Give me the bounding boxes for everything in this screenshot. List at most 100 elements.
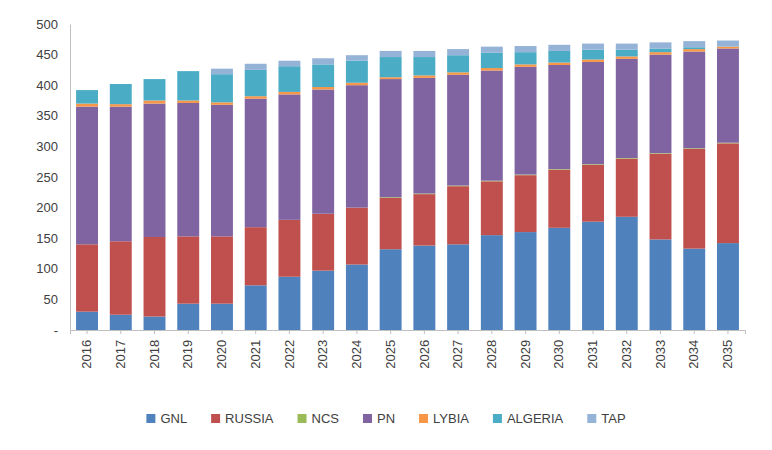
x-tick-label: 2016 xyxy=(79,340,94,369)
bar-segment xyxy=(548,170,570,228)
x-tick-mark xyxy=(626,330,627,334)
x-tick: 2019 xyxy=(180,330,195,369)
legend-swatch xyxy=(363,414,372,423)
bar-segment xyxy=(144,317,166,330)
legend-swatch xyxy=(419,414,428,423)
x-tick-label: 2017 xyxy=(113,340,128,369)
x-tick-mark xyxy=(525,330,526,334)
chart: -501001502002503003504004505002016201720… xyxy=(0,0,772,450)
x-tick: 2016 xyxy=(79,330,94,369)
bar-segment xyxy=(346,55,368,61)
bar-segment xyxy=(683,149,705,249)
bar-segment xyxy=(413,246,435,330)
bar-segment xyxy=(245,70,267,96)
x-tick-label: 2032 xyxy=(619,340,634,369)
bar-segment xyxy=(447,75,469,186)
bar-segment xyxy=(481,68,503,70)
bar-segment xyxy=(312,58,334,64)
bar-segment xyxy=(380,51,402,57)
y-tick: 250 xyxy=(36,170,70,185)
x-tick-mark xyxy=(154,330,155,334)
bar-segment xyxy=(211,102,233,104)
bar-segment xyxy=(144,104,166,237)
bar-segment xyxy=(616,44,638,50)
bar-segment xyxy=(278,94,300,219)
bar-segment xyxy=(278,220,300,277)
x-tick-label: 2028 xyxy=(484,340,499,369)
bar-segment xyxy=(548,45,570,51)
x-tick-label: 2024 xyxy=(349,340,364,369)
x-tick-mark xyxy=(491,330,492,334)
x-tick: 2021 xyxy=(248,330,263,369)
legend-item: ALGERIA xyxy=(493,411,564,426)
bar-segment xyxy=(447,186,469,244)
bar-segment xyxy=(211,304,233,330)
legend-label: LYBIA xyxy=(433,411,469,426)
x-tick-label: 2031 xyxy=(585,340,600,369)
bar-segment xyxy=(177,71,199,100)
bar-segment xyxy=(481,53,503,68)
x-tick-label: 2018 xyxy=(147,340,162,369)
bar-segment xyxy=(380,198,402,249)
bar-segment xyxy=(312,89,334,213)
bar-segment xyxy=(447,72,469,74)
bar-segment xyxy=(481,181,503,235)
bar-segment xyxy=(278,92,300,94)
plot: -501001502002503003504004505002016201720… xyxy=(36,17,745,369)
bar-segment xyxy=(413,57,435,75)
y-tick: 500 xyxy=(36,17,70,32)
x-tick: 2031 xyxy=(585,330,600,369)
bar-segment xyxy=(278,61,300,67)
bar-segment xyxy=(582,59,604,61)
legend-label: ALGERIA xyxy=(507,411,564,426)
bar-segment xyxy=(548,65,570,169)
bar-segment xyxy=(683,47,705,49)
x-tick-mark xyxy=(660,330,661,334)
bar-segment xyxy=(380,57,402,77)
bar-segment xyxy=(346,83,368,85)
bar-segment xyxy=(582,222,604,330)
y-axis-line xyxy=(70,25,71,331)
bar-segment xyxy=(582,165,604,222)
x-tick-mark xyxy=(559,330,560,334)
bar-segment xyxy=(144,101,166,104)
bar-segment xyxy=(447,55,469,72)
bar-segment xyxy=(211,74,233,102)
series-bars xyxy=(211,41,739,75)
bar-segment xyxy=(144,237,166,317)
y-tick-label: 300 xyxy=(36,139,58,154)
x-tick-mark xyxy=(390,330,391,334)
legend-swatch xyxy=(587,414,596,423)
bar-segment xyxy=(650,239,672,330)
x-tick-mark xyxy=(694,330,695,334)
y-tick-label: - xyxy=(54,323,58,338)
bar-segment xyxy=(515,175,537,232)
bar-segment xyxy=(245,285,267,330)
x-tick: 2034 xyxy=(686,330,701,369)
legend-item: TAP xyxy=(587,411,625,426)
x-tick-mark xyxy=(593,330,594,334)
bar-segment xyxy=(346,85,368,207)
bar-segment xyxy=(717,41,739,47)
bar-segment xyxy=(76,244,98,311)
bar-segment xyxy=(110,84,132,104)
x-tick: 2032 xyxy=(619,330,634,369)
x-tick-mark xyxy=(356,330,357,334)
bar-segment xyxy=(110,315,132,330)
bar-segment xyxy=(717,243,739,330)
legend: GNLRUSSIANCSPNLYBIAALGERIATAP xyxy=(146,411,625,426)
x-tick-label: 2033 xyxy=(653,340,668,369)
bar-segment xyxy=(211,69,233,75)
x-tick: 2017 xyxy=(113,330,128,369)
series-bars xyxy=(76,217,739,330)
y-tick-label: 400 xyxy=(36,78,58,93)
y-tick: 50 xyxy=(44,292,70,307)
x-tick-label: 2019 xyxy=(180,340,195,369)
y-axis: -50100150200250300350400450500 xyxy=(36,17,70,338)
x-tick-mark xyxy=(221,330,222,334)
x-tick-label: 2030 xyxy=(551,340,566,369)
bar-segment xyxy=(76,107,98,245)
bar-segment xyxy=(312,64,334,87)
bars xyxy=(76,41,739,330)
legend-item: NCS xyxy=(298,411,340,426)
